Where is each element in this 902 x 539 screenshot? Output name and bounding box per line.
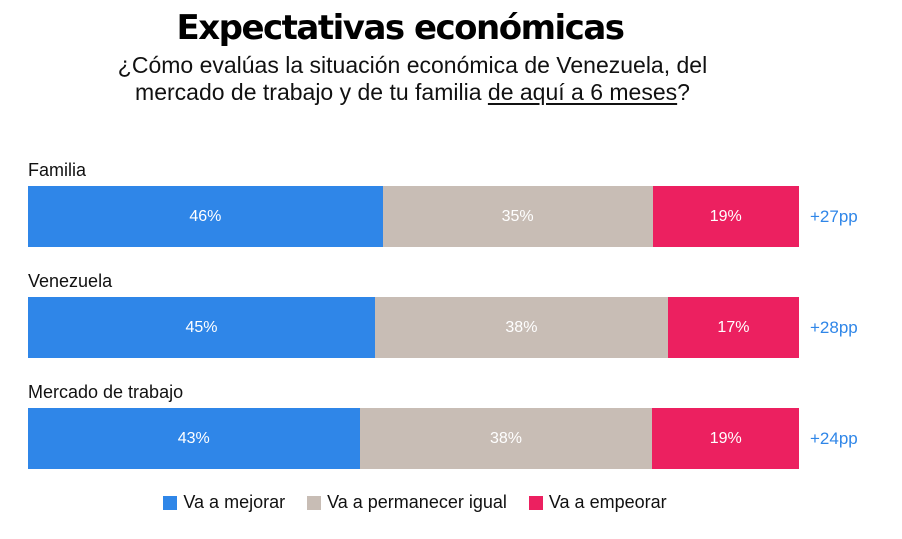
legend-item-empeorar: Va a empeorar [528, 492, 667, 513]
legend-label: Va a permanecer igual [327, 492, 507, 512]
bar-segment-empeorar: 17% [667, 297, 799, 358]
chart-legend: Va a mejorar Va a permanecer igual Va a … [0, 492, 830, 513]
net-difference: +27pp [810, 206, 858, 226]
bar-segment-mejorar: 45% [28, 297, 375, 358]
row-label: Mercado de trabajo [28, 382, 184, 402]
stacked-bar: 46% 35% 19% [28, 186, 799, 247]
legend-swatch-empeorar [528, 495, 543, 510]
bar-segment-empeorar: 19% [652, 186, 799, 247]
bar-segment-mejorar: 43% [28, 408, 360, 469]
chart-title: Expectativas económicas [176, 8, 625, 48]
subtitle-underlined-period: de aquí a 6 meses [487, 79, 678, 105]
net-difference: +24pp [810, 428, 858, 448]
legend-label: Va a empeorar [548, 492, 667, 512]
chart-subtitle: ¿Cómo evalúas la situación económica de … [0, 52, 825, 106]
bar-segment-igual: 38% [374, 297, 668, 358]
legend-label: Va a mejorar [183, 492, 286, 512]
subtitle-line-2: mercado de trabajo y de tu familia de aq… [0, 79, 825, 106]
subtitle-line-2-prefix: mercado de trabajo y de tu familia [135, 79, 488, 105]
row-label: Venezuela [28, 271, 113, 291]
row-label: Familia [28, 160, 87, 180]
legend-swatch-igual [307, 495, 322, 510]
bar-segment-igual: 35% [382, 186, 653, 247]
bar-segment-mejorar: 46% [28, 186, 383, 247]
stacked-bar: 43% 38% 19% [28, 408, 799, 469]
subtitle-line-2-suffix: ? [677, 79, 690, 105]
legend-item-igual: Va a permanecer igual [307, 492, 507, 513]
subtitle-line-1: ¿Cómo evalúas la situación económica de … [117, 52, 708, 78]
bar-segment-igual: 38% [359, 408, 653, 469]
bar-row-familia: Familia 46% 35% 19% +27pp [28, 160, 888, 250]
bar-row-mercado-de-trabajo: Mercado de trabajo 43% 38% 19% +24pp [28, 382, 888, 472]
stacked-bar-chart: Familia 46% 35% 19% +27pp Venezuela 45% … [28, 160, 888, 480]
stacked-bar: 45% 38% 17% [28, 297, 799, 358]
bar-row-venezuela: Venezuela 45% 38% 17% +28pp [28, 271, 888, 361]
bar-segment-empeorar: 19% [652, 408, 799, 469]
legend-item-mejorar: Va a mejorar [163, 492, 285, 513]
net-difference: +28pp [810, 317, 858, 337]
legend-swatch-mejorar [163, 495, 178, 510]
